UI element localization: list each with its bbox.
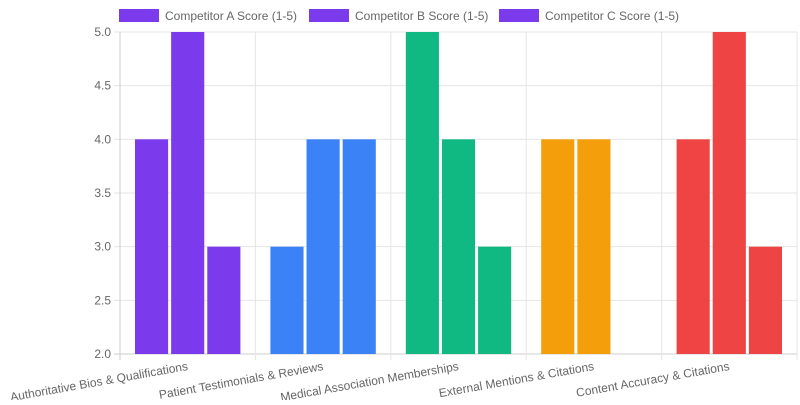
bar: [342, 139, 376, 354]
bar: [135, 139, 169, 354]
bar: [270, 246, 304, 354]
y-tick-label: 4.0: [94, 132, 111, 146]
bar: [676, 139, 710, 354]
bar: [541, 139, 575, 354]
y-tick-label: 5.0: [94, 25, 111, 39]
bar: [171, 32, 205, 354]
bar: [577, 139, 611, 354]
y-tick-label: 3.5: [94, 186, 111, 200]
x-tick-label: Content Accuracy & Citations: [575, 359, 730, 400]
legend-label: Competitor C Score (1-5): [545, 9, 679, 23]
bar: [712, 32, 746, 354]
y-tick-label: 3.0: [94, 240, 111, 254]
bar: [748, 246, 782, 354]
legend-swatch: [499, 9, 539, 22]
y-tick-label: 2.0: [94, 347, 111, 361]
bar: [478, 246, 512, 354]
legend-swatch: [309, 9, 349, 22]
bar: [207, 246, 241, 354]
legend-label: Competitor A Score (1-5): [165, 9, 297, 23]
x-tick-label: External Mentions & Citations: [438, 359, 595, 400]
bar: [405, 32, 439, 354]
y-tick-label: 2.5: [94, 293, 111, 307]
legend-swatch: [119, 9, 159, 22]
y-tick-label: 4.5: [94, 79, 111, 93]
bar: [306, 139, 340, 354]
legend-label: Competitor B Score (1-5): [355, 9, 488, 23]
bar: [441, 139, 476, 354]
